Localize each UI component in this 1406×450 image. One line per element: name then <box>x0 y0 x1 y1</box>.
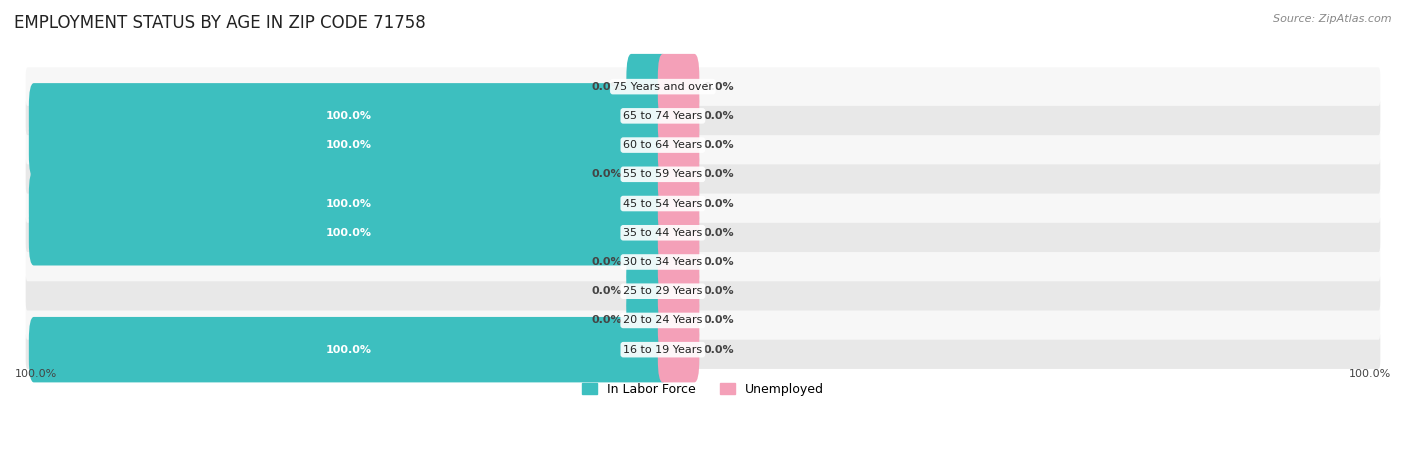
FancyBboxPatch shape <box>25 97 1381 135</box>
FancyBboxPatch shape <box>25 184 1381 223</box>
FancyBboxPatch shape <box>626 54 668 119</box>
Text: 45 to 54 Years: 45 to 54 Years <box>623 198 703 208</box>
Text: 100.0%: 100.0% <box>325 345 371 355</box>
FancyBboxPatch shape <box>626 142 668 207</box>
Text: 0.0%: 0.0% <box>704 81 734 92</box>
FancyBboxPatch shape <box>626 288 668 353</box>
FancyBboxPatch shape <box>25 301 1381 340</box>
FancyBboxPatch shape <box>658 200 699 266</box>
Text: 0.0%: 0.0% <box>704 345 734 355</box>
FancyBboxPatch shape <box>30 83 668 148</box>
FancyBboxPatch shape <box>30 171 668 236</box>
Text: 30 to 34 Years: 30 to 34 Years <box>623 257 703 267</box>
Text: 0.0%: 0.0% <box>592 286 621 296</box>
Text: Source: ZipAtlas.com: Source: ZipAtlas.com <box>1274 14 1392 23</box>
FancyBboxPatch shape <box>658 229 699 295</box>
FancyBboxPatch shape <box>30 112 668 178</box>
FancyBboxPatch shape <box>25 330 1381 369</box>
Text: 25 to 29 Years: 25 to 29 Years <box>623 286 703 296</box>
Text: 0.0%: 0.0% <box>704 111 734 121</box>
FancyBboxPatch shape <box>658 142 699 207</box>
FancyBboxPatch shape <box>25 126 1381 164</box>
Text: 0.0%: 0.0% <box>704 257 734 267</box>
Text: 100.0%: 100.0% <box>325 111 371 121</box>
FancyBboxPatch shape <box>25 155 1381 194</box>
Text: 20 to 24 Years: 20 to 24 Years <box>623 315 703 325</box>
Text: 100.0%: 100.0% <box>325 198 371 208</box>
Text: 0.0%: 0.0% <box>704 228 734 238</box>
Text: 0.0%: 0.0% <box>704 198 734 208</box>
Text: 100.0%: 100.0% <box>325 140 371 150</box>
Text: 0.0%: 0.0% <box>592 257 621 267</box>
FancyBboxPatch shape <box>658 171 699 236</box>
FancyBboxPatch shape <box>658 258 699 324</box>
Text: 65 to 74 Years: 65 to 74 Years <box>623 111 703 121</box>
FancyBboxPatch shape <box>25 68 1381 106</box>
Legend: In Labor Force, Unemployed: In Labor Force, Unemployed <box>576 378 830 401</box>
Text: 100.0%: 100.0% <box>1348 369 1391 378</box>
FancyBboxPatch shape <box>658 54 699 119</box>
FancyBboxPatch shape <box>30 317 668 382</box>
Text: 0.0%: 0.0% <box>704 315 734 325</box>
FancyBboxPatch shape <box>25 243 1381 281</box>
Text: EMPLOYMENT STATUS BY AGE IN ZIP CODE 71758: EMPLOYMENT STATUS BY AGE IN ZIP CODE 717… <box>14 14 426 32</box>
Text: 55 to 59 Years: 55 to 59 Years <box>623 169 703 179</box>
Text: 0.0%: 0.0% <box>592 81 621 92</box>
Text: 0.0%: 0.0% <box>704 286 734 296</box>
FancyBboxPatch shape <box>30 200 668 266</box>
Text: 60 to 64 Years: 60 to 64 Years <box>623 140 703 150</box>
FancyBboxPatch shape <box>658 288 699 353</box>
FancyBboxPatch shape <box>658 83 699 148</box>
Text: 75 Years and over: 75 Years and over <box>613 81 713 92</box>
FancyBboxPatch shape <box>25 213 1381 252</box>
FancyBboxPatch shape <box>626 229 668 295</box>
Text: 100.0%: 100.0% <box>15 369 58 378</box>
FancyBboxPatch shape <box>25 272 1381 310</box>
FancyBboxPatch shape <box>658 112 699 178</box>
FancyBboxPatch shape <box>626 258 668 324</box>
Text: 100.0%: 100.0% <box>325 228 371 238</box>
FancyBboxPatch shape <box>658 317 699 382</box>
Text: 0.0%: 0.0% <box>704 169 734 179</box>
Text: 0.0%: 0.0% <box>592 169 621 179</box>
Text: 16 to 19 Years: 16 to 19 Years <box>623 345 703 355</box>
Text: 0.0%: 0.0% <box>592 315 621 325</box>
Text: 0.0%: 0.0% <box>704 140 734 150</box>
Text: 35 to 44 Years: 35 to 44 Years <box>623 228 703 238</box>
